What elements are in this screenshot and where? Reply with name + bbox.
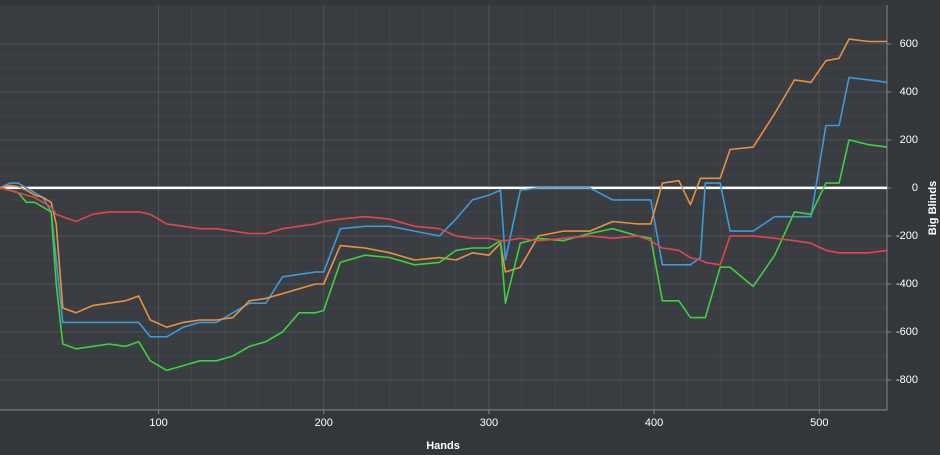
x-tick-label: 400 xyxy=(645,417,663,429)
x-axis-title: Hands xyxy=(426,440,460,452)
plot-area xyxy=(0,5,887,410)
y-axis-title: Big Blinds xyxy=(927,181,939,235)
y-tick-label: -400 xyxy=(896,278,918,290)
series-line xyxy=(0,187,888,266)
series-line xyxy=(0,139,888,372)
y-tick-label: 0 xyxy=(912,182,918,194)
y-tick-label: -600 xyxy=(896,326,918,338)
x-tick-label: 200 xyxy=(315,417,333,429)
y-tick-label: 200 xyxy=(900,134,918,146)
x-tick-label: 500 xyxy=(810,417,828,429)
y-tick-label: -200 xyxy=(896,230,918,242)
series-line xyxy=(0,38,887,328)
y-tick-label: -800 xyxy=(896,374,918,386)
x-tick-label: 100 xyxy=(149,417,167,429)
y-tick-label: 400 xyxy=(900,86,918,98)
y-tick-label: 600 xyxy=(900,38,918,50)
x-tick-label: 300 xyxy=(480,417,498,429)
grid xyxy=(0,5,887,410)
series-line xyxy=(0,76,888,338)
